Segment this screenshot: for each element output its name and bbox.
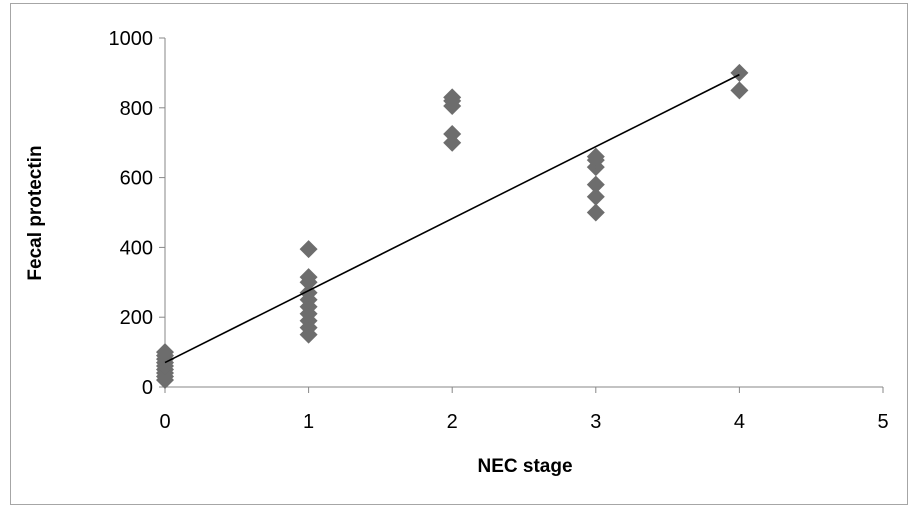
y-tick-label: 200 bbox=[120, 307, 153, 329]
data-point bbox=[299, 268, 318, 287]
trendline bbox=[164, 73, 740, 364]
y-tick-label: 0 bbox=[142, 377, 153, 399]
chart-frame bbox=[10, 3, 908, 505]
x-tick-label: 1 bbox=[303, 411, 314, 433]
y-tick-label: 1000 bbox=[109, 28, 154, 50]
data-point bbox=[730, 63, 749, 82]
data-point bbox=[156, 343, 174, 362]
data-point bbox=[443, 88, 462, 107]
y-tick-label: 800 bbox=[120, 98, 153, 120]
x-axis-title: NEC stage bbox=[477, 456, 572, 477]
y-axis-title: Fecal protectin bbox=[25, 145, 46, 280]
x-tick-label: 4 bbox=[734, 411, 745, 433]
y-tick-label: 400 bbox=[120, 237, 153, 259]
data-point bbox=[299, 240, 318, 259]
data-point bbox=[586, 147, 605, 166]
x-tick-label: 2 bbox=[447, 411, 458, 433]
data-point bbox=[443, 124, 462, 143]
data-points bbox=[156, 63, 749, 390]
y-axis: 0 200 400 600 800 1000 bbox=[109, 28, 166, 399]
x-axis: 0 1 2 3 4 5 bbox=[159, 386, 889, 433]
data-point bbox=[730, 81, 749, 100]
data-point bbox=[586, 203, 605, 222]
data-point bbox=[586, 187, 605, 206]
x-tick-label: 5 bbox=[877, 411, 888, 433]
data-point bbox=[586, 175, 605, 194]
x-tick-label: 3 bbox=[590, 411, 601, 433]
trendline-group bbox=[164, 73, 740, 364]
x-tick-label: 0 bbox=[159, 411, 170, 433]
y-tick-label: 600 bbox=[120, 168, 153, 190]
